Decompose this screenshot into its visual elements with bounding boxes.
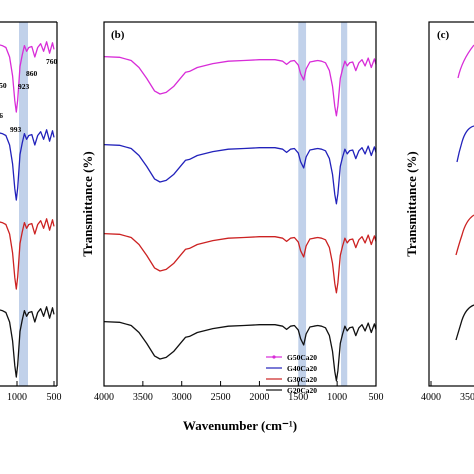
panel-a-series-group bbox=[0, 41, 55, 378]
panel-a: 1000 500 760 860 923 993 1076 1150 bbox=[0, 21, 62, 403]
panel-b-x-tick-1500: 1500 bbox=[288, 392, 308, 403]
panel-b-series-group bbox=[103, 55, 377, 382]
panel-c-label: (c) bbox=[437, 29, 450, 41]
panel-b-series-g20ca20 bbox=[103, 320, 377, 382]
panel-b: (b) 4000 3500 3000 2500 2000 1500 1000 500 Tran… bbox=[80, 21, 384, 433]
panel-b-x-tick-3500: 3500 bbox=[133, 392, 153, 403]
legend-label-g40ca20: G40Ca20 bbox=[287, 364, 317, 373]
panel-c-series-g30 bbox=[455, 214, 474, 256]
panel-c-x-tick-350: 350 bbox=[460, 392, 474, 403]
panel-b-x-tick-3000: 3000 bbox=[172, 392, 192, 403]
panel-a-x-tick-1000: 1000 bbox=[7, 392, 27, 403]
panel-b-x-tick-2000: 2000 bbox=[249, 392, 269, 403]
panel-b-band-0 bbox=[298, 22, 307, 386]
panel-c-series-g40 bbox=[456, 125, 474, 163]
panel-a-annotation-923: 923 bbox=[18, 82, 30, 91]
panel-b-x-axis-title: Wavenumber (cm⁻¹) bbox=[183, 418, 297, 433]
panel-b-legend: G50Ca20 G40Ca20 G30Ca20 G20Ca20 bbox=[266, 353, 317, 395]
panel-a-series-g30ca20 bbox=[0, 218, 55, 290]
legend-label-g20ca20: G20Ca20 bbox=[287, 386, 317, 395]
panel-b-series-g40ca20 bbox=[103, 143, 377, 205]
panel-a-band-0 bbox=[19, 22, 28, 386]
panel-a-series-g20ca20 bbox=[0, 306, 55, 378]
panel-b-series-g50ca20 bbox=[103, 55, 377, 117]
panel-a-annotation-993: 993 bbox=[10, 125, 22, 134]
panel-b-x-tick-1000: 1000 bbox=[327, 392, 347, 403]
panel-c-frame bbox=[428, 21, 474, 387]
panel-c: (c) 4000 350 Transmittance (%) bbox=[404, 21, 474, 403]
panel-c-x-tick-4000: 4000 bbox=[421, 392, 441, 403]
panel-c-series-g20 bbox=[455, 304, 474, 341]
panel-a-annotation-860: 860 bbox=[26, 69, 38, 78]
legend-label-g30ca20: G30Ca20 bbox=[287, 375, 317, 384]
panel-a-x-tick-500: 500 bbox=[47, 392, 62, 403]
panel-b-band-1 bbox=[341, 22, 348, 386]
panel-b-label: (b) bbox=[111, 29, 125, 41]
panel-b-series-g30ca20 bbox=[103, 232, 377, 294]
panel-b-x-tick-500: 500 bbox=[369, 392, 384, 403]
panel-a-annotation-1076: 1076 bbox=[0, 111, 3, 120]
panel-b-highlight-bands bbox=[298, 22, 348, 386]
legend-marker-g50ca20 bbox=[272, 355, 276, 359]
legend-label-g50ca20: G50Ca20 bbox=[287, 353, 317, 362]
panel-a-annotation-1150: 1150 bbox=[0, 81, 7, 90]
panel-b-x-tick-4000: 4000 bbox=[94, 392, 114, 403]
panel-c-series-g50 bbox=[457, 44, 474, 79]
panel-a-annotation-760: 760 bbox=[46, 57, 58, 66]
panel-b-frame bbox=[103, 21, 377, 387]
panel-b-y-axis-title: Transmittance (%) bbox=[80, 151, 95, 257]
panel-c-y-axis-title: Transmittance (%) bbox=[404, 151, 419, 257]
panel-b-x-tick-2500: 2500 bbox=[211, 392, 231, 403]
panel-b-x-ticks: 4000 3500 3000 2500 2000 1500 1000 500 bbox=[94, 381, 384, 403]
panel-a-series-g50ca20 bbox=[0, 41, 55, 113]
panel-a-series-g40ca20 bbox=[0, 129, 55, 201]
